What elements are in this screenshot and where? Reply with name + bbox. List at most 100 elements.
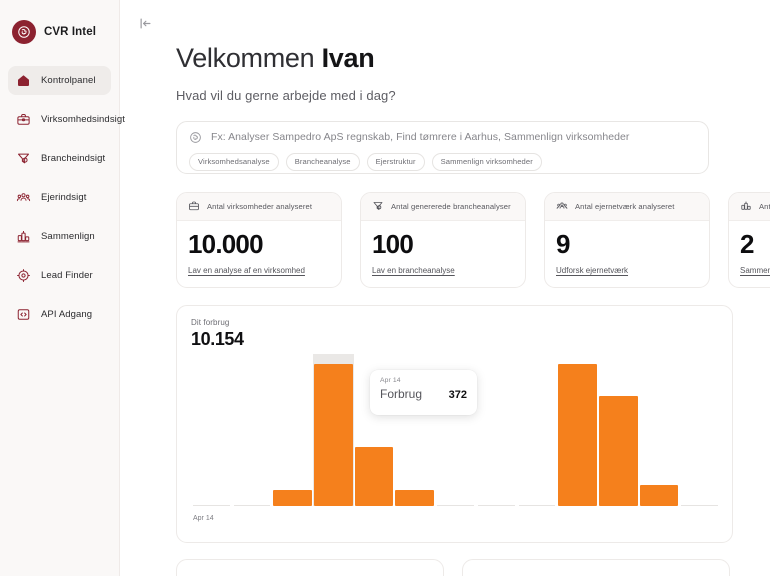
- page-title: Velkommen Ivan: [176, 43, 770, 74]
- bar-chart-column[interactable]: [557, 354, 598, 524]
- axis-tick: [681, 504, 718, 506]
- sidebar-item-label: Virksomhedsindsigt: [41, 114, 125, 125]
- stat-card-header: Antal virksomheder analyseret: [177, 192, 341, 221]
- tooltip-date: Apr 14: [380, 376, 401, 384]
- sidebar-item-brancheindsigt[interactable]: Brancheindsigt: [8, 144, 111, 173]
- bar-chart-column[interactable]: [232, 354, 273, 524]
- prompt-suggestion-chips: Virksomhedsanalyse Brancheanalyse Ejerst…: [189, 152, 696, 171]
- chart-label: Dit forbrug: [191, 317, 230, 327]
- bar[interactable]: [598, 395, 638, 506]
- stat-card-title: Antal ejernetværk analyseret: [575, 201, 675, 211]
- tooltip-row: Forbrug 372: [380, 387, 467, 401]
- sidebar-item-lead-finder[interactable]: Lead Finder: [8, 261, 111, 290]
- briefcase-icon: [188, 200, 200, 212]
- collapse-sidebar-icon[interactable]: [136, 14, 154, 32]
- bottom-card-left[interactable]: [176, 558, 444, 576]
- main-content: Velkommen Ivan Hvad vil du gerne arbejde…: [120, 0, 770, 576]
- stat-card-body: 100 Lav en brancheanalyse: [361, 221, 525, 287]
- bar-compare-icon: [740, 200, 752, 212]
- sidebar-item-ejerindsigt[interactable]: Ejerindsigt: [8, 183, 111, 212]
- chip-ejerstruktur[interactable]: Ejerstruktur: [366, 152, 425, 171]
- people-group-icon: [15, 190, 31, 206]
- swirl-logo-icon: [189, 131, 202, 144]
- target-icon: [15, 268, 31, 284]
- sidebar-item-kontrolpanel[interactable]: Kontrolpanel: [8, 66, 111, 95]
- prompt-placeholder: Fx: Analyser Sampedro ApS regnskab, Find…: [211, 131, 630, 144]
- axis-tick: [477, 504, 515, 506]
- bar-chart-column[interactable]: [435, 354, 476, 524]
- axis-tick: [518, 504, 556, 506]
- bar-chart-column[interactable]: [313, 353, 354, 524]
- stat-card-value: 9: [556, 228, 570, 259]
- funnel-chart-icon: [15, 151, 31, 167]
- prompt-box[interactable]: Fx: Analyser Sampedro ApS regnskab, Find…: [176, 120, 709, 174]
- sidebar-item-label: Brancheindsigt: [41, 153, 106, 164]
- sidebar-item-label: Sammenlign: [41, 231, 95, 242]
- stat-card-link[interactable]: Sammenlig: [740, 265, 770, 275]
- stat-card-link[interactable]: Udforsk ejernetværk: [556, 265, 629, 275]
- sidebar-item-sammenlign[interactable]: Sammenlign: [8, 222, 111, 251]
- bar-chart-column[interactable]: [679, 354, 720, 524]
- stat-card-link[interactable]: Lav en brancheanalyse: [372, 265, 455, 275]
- bottom-card-right[interactable]: [462, 558, 730, 576]
- stat-card-header: Antal genererede brancheanalyser: [361, 192, 525, 221]
- bottom-card-row: [176, 558, 770, 576]
- sidebar-item-virksomhedsindsigt[interactable]: Virksomhedsindsigt: [8, 105, 125, 134]
- bar[interactable]: [273, 490, 313, 506]
- usage-chart-card: Dit forbrug 10.154 Apr 14 Apr 14 Forbrug…: [176, 304, 733, 543]
- stat-card-body: 9 Udforsk ejernetværk: [545, 221, 709, 287]
- sidebar-item-label: Lead Finder: [41, 270, 93, 281]
- bar[interactable]: [395, 490, 435, 506]
- bar-chart-column[interactable]: [272, 354, 313, 524]
- home-icon: [15, 73, 31, 89]
- bar-chart-column[interactable]: [476, 354, 517, 524]
- stat-card-ejernetvaerk: Antal ejernetværk analyseret 9 Udforsk e…: [544, 191, 710, 288]
- bar-chart-column[interactable]: [598, 354, 639, 524]
- chart-total-value: 10.154: [191, 328, 244, 349]
- bar-compare-icon: [15, 229, 31, 245]
- brand[interactable]: CVR Intel: [0, 10, 119, 48]
- swirl-logo-icon: [12, 20, 36, 44]
- axis-tick: [437, 504, 474, 506]
- stat-card-value: 10.000: [188, 228, 264, 259]
- stat-card-title: Antal v: [759, 201, 770, 211]
- tooltip-series-name: Forbrug: [380, 386, 423, 401]
- stat-card-brancheanalyser: Antal genererede brancheanalyser 100 Lav…: [360, 191, 526, 288]
- stat-card-virksomheder-analyseret: Antal virksomheder analyseret 10.000 Lav…: [176, 191, 342, 288]
- bar[interactable]: [558, 364, 597, 506]
- bar-chart-column[interactable]: [354, 354, 395, 524]
- people-group-icon: [556, 200, 568, 212]
- stat-card-body: 2 Sammenlig: [729, 221, 770, 287]
- bar-chart-column[interactable]: [639, 354, 680, 524]
- sidebar-item-label: API Adgang: [41, 309, 93, 320]
- bar-chart-column[interactable]: [517, 354, 558, 524]
- page-subtitle: Hvad vil du gerne arbejde med i dag?: [176, 87, 396, 103]
- bar-chart-column[interactable]: Apr 14: [191, 354, 232, 524]
- stat-card-link[interactable]: Lav en analyse af en virksomhed: [188, 265, 305, 275]
- code-brackets-icon: [15, 307, 31, 323]
- chip-virksomhedsanalyse[interactable]: Virksomhedsanalyse: [189, 152, 279, 171]
- bar[interactable]: [314, 364, 353, 506]
- bar[interactable]: [639, 485, 679, 506]
- sidebar-nav: Kontrolpanel Virksomhedsindsigt: [0, 66, 125, 329]
- stat-card-row: Antal virksomheder analyseret 10.000 Lav…: [176, 191, 770, 288]
- stat-card-title: Antal virksomheder analyseret: [207, 201, 313, 211]
- axis-tick: [233, 504, 271, 506]
- chart-tooltip: Apr 14 Forbrug 372: [370, 369, 477, 415]
- chip-sammenlign-virksomheder[interactable]: Sammenlign virksomheder: [431, 152, 542, 171]
- bar-chart-slots: Apr 14: [191, 353, 720, 524]
- stat-card-body: 10.000 Lav en analyse af en virksomhed: [177, 221, 341, 287]
- sidebar-item-api-adgang[interactable]: API Adgang: [8, 300, 111, 329]
- bar-chart-plot: Apr 14 Apr 14 Forbrug 372: [191, 353, 720, 524]
- tooltip-value: 372: [448, 388, 467, 401]
- content-wrapper: Velkommen Ivan Hvad vil du gerne arbejde…: [120, 0, 770, 576]
- funnel-chart-icon: [372, 200, 384, 212]
- bar[interactable]: [354, 447, 394, 506]
- bar-chart-column[interactable]: [394, 354, 435, 524]
- briefcase-icon: [15, 112, 31, 128]
- chip-brancheanalyse[interactable]: Brancheanalyse: [285, 152, 360, 171]
- axis-tick: [193, 504, 230, 506]
- prompt-input-row[interactable]: Fx: Analyser Sampedro ApS regnskab, Find…: [189, 131, 696, 144]
- sidebar: CVR Intel Kontrolpanel: [0, 0, 125, 576]
